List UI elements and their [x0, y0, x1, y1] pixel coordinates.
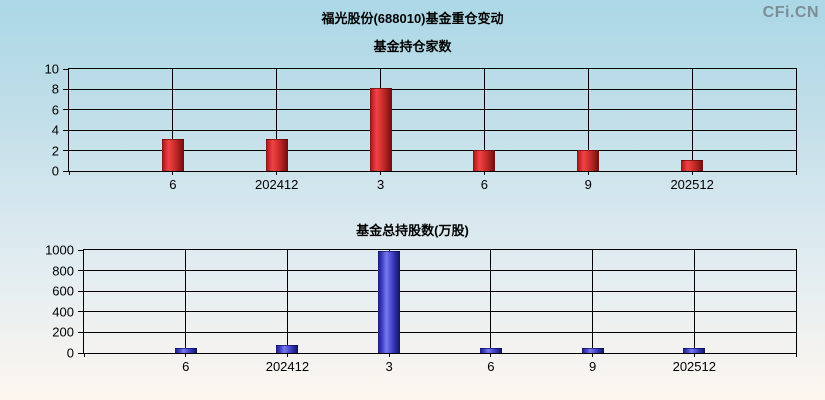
- chart1-plot-area: 0 2 4 6 8 10 6 202412 3 6 9 202512: [45, 63, 797, 191]
- x-tick-label: 9: [584, 177, 592, 192]
- y-axis-tick: [63, 88, 69, 90]
- bar: [378, 251, 401, 353]
- gridline-vertical: [172, 69, 174, 171]
- bar: [681, 159, 704, 171]
- x-tick-label: 202412: [265, 359, 310, 374]
- x-axis-tick: [68, 171, 70, 175]
- y-axis-tick: [78, 270, 84, 272]
- x-axis-tick: [185, 353, 187, 357]
- y-tick-label: 400: [52, 304, 74, 320]
- y-tick-label: 2: [51, 143, 59, 159]
- gridline-vertical: [592, 250, 594, 353]
- y-axis-tick: [63, 170, 69, 172]
- x-axis-tick: [691, 171, 693, 175]
- y-axis-tick: [78, 331, 84, 333]
- y-tick-label: 800: [52, 263, 74, 279]
- gridline-horizontal: [84, 311, 796, 313]
- y-tick-label: 6: [51, 102, 59, 118]
- bar: [473, 149, 496, 171]
- x-tick-label: 3: [376, 177, 385, 192]
- gridline-vertical: [276, 69, 278, 171]
- gridline-vertical: [286, 250, 288, 353]
- x-axis-tick: [276, 171, 278, 175]
- gridline-horizontal: [69, 109, 796, 111]
- bar: [581, 348, 604, 353]
- bar: [265, 139, 288, 171]
- y-tick-label: 200: [52, 324, 74, 340]
- x-axis-tick: [795, 171, 797, 175]
- y-tick-label: 0: [51, 163, 59, 179]
- x-axis-tick: [490, 353, 492, 357]
- y-axis-tick: [63, 109, 69, 111]
- page-title: 福光股份(688010)基金重仓变动: [321, 11, 504, 26]
- gridline-horizontal: [69, 150, 796, 152]
- y-tick-label: 8: [51, 81, 59, 97]
- chart1-title: 基金持仓家数: [373, 39, 452, 54]
- x-tick-label: 6: [182, 359, 190, 374]
- gridline-vertical: [691, 69, 693, 171]
- y-axis-tick: [63, 150, 69, 152]
- x-axis-tick: [286, 353, 288, 357]
- bar: [479, 348, 502, 353]
- x-axis-tick: [587, 171, 589, 175]
- y-axis-tick: [78, 352, 84, 354]
- gridline-vertical: [185, 250, 187, 353]
- bar: [174, 347, 197, 353]
- x-axis-tick: [592, 353, 594, 357]
- y-tick-label: 4: [51, 122, 59, 138]
- x-tick-label: 9: [588, 359, 597, 374]
- x-tick-label: 202412: [255, 177, 299, 192]
- gridline-horizontal: [84, 290, 796, 292]
- gridline-horizontal: [84, 270, 796, 272]
- x-tick-label: 6: [480, 177, 489, 192]
- gridline-vertical: [483, 69, 485, 171]
- x-axis-tick: [388, 353, 390, 357]
- gridline-vertical: [693, 250, 695, 353]
- y-axis-tick: [63, 129, 69, 131]
- gridline-horizontal: [69, 88, 796, 90]
- gridline-horizontal: [84, 331, 796, 333]
- y-axis-tick: [63, 68, 69, 70]
- y-tick-label: 1000: [45, 242, 74, 258]
- bar: [369, 88, 392, 171]
- x-axis-tick: [380, 171, 382, 175]
- cfi-logo: CFi.CN: [762, 4, 819, 21]
- x-tick-label: 202512: [672, 359, 716, 374]
- x-axis-tick: [483, 171, 485, 175]
- x-tick-label: 3: [385, 359, 393, 374]
- y-tick-label: 0: [66, 345, 74, 361]
- bar: [577, 149, 600, 171]
- y-tick-label: 600: [52, 283, 74, 299]
- gridline-vertical: [587, 69, 589, 171]
- y-axis-tick: [78, 311, 84, 313]
- chart2-title: 基金总持股数(万股): [356, 223, 469, 238]
- y-tick-label: 10: [44, 61, 59, 77]
- x-axis-tick: [83, 353, 85, 357]
- gridline-vertical: [490, 250, 492, 353]
- bar: [276, 344, 299, 353]
- gridline-horizontal: [69, 129, 796, 131]
- x-axis-tick: [693, 353, 695, 357]
- x-tick-label: 202512: [670, 177, 714, 192]
- x-axis-tick: [795, 353, 797, 357]
- chart2-plot-area: 0 200 400 600 800 1000 6 202412 3 6 9 202512: [45, 244, 797, 373]
- y-axis-tick: [78, 249, 84, 251]
- x-tick-label: 6: [169, 177, 177, 192]
- x-tick-label: 6: [487, 359, 495, 374]
- bar: [161, 139, 184, 171]
- x-axis-tick: [172, 171, 174, 175]
- bar: [683, 348, 706, 353]
- y-axis-tick: [78, 290, 84, 292]
